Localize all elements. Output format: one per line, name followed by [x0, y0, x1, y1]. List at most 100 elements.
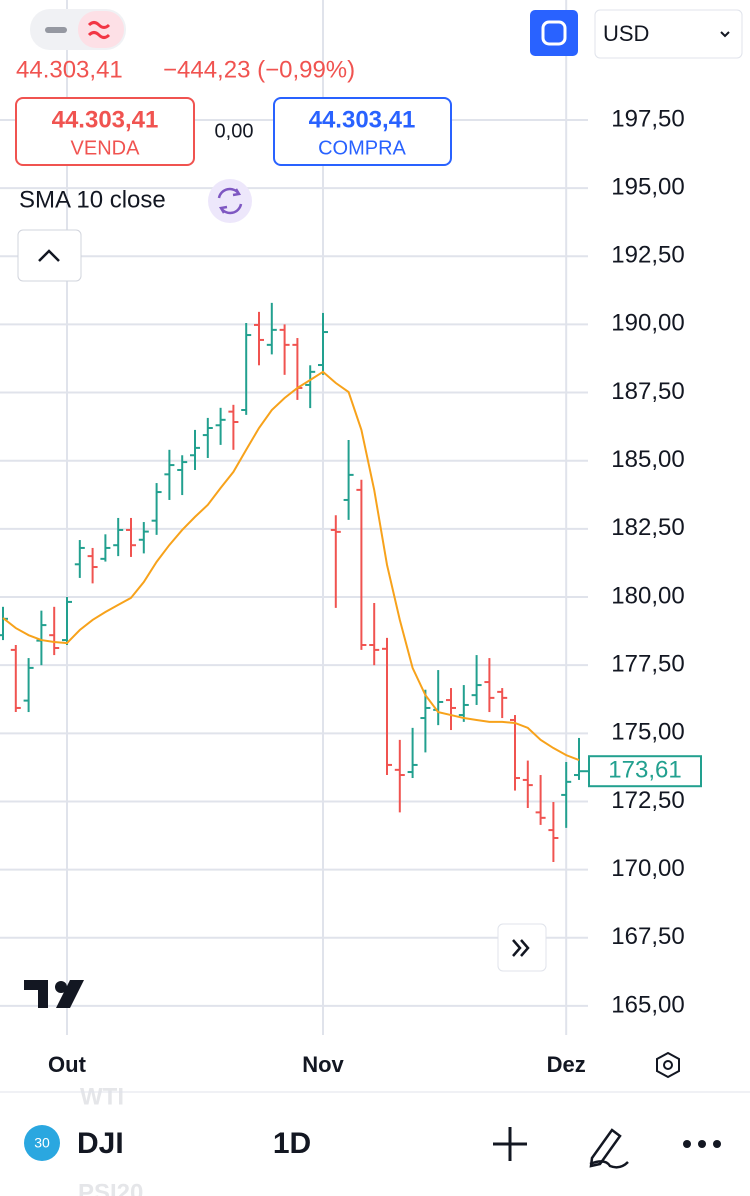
dot: [683, 1140, 691, 1148]
currency: USD: [603, 21, 649, 46]
logo-dot: [55, 981, 67, 993]
candle: [484, 658, 495, 713]
x-tick-label: Out: [48, 1052, 87, 1077]
candle: [510, 715, 520, 791]
candle: [305, 365, 316, 409]
candle: [126, 517, 136, 557]
y-tick-label: 185,00: [611, 446, 684, 473]
candle: [164, 449, 175, 500]
plot: [0, 302, 584, 862]
candle: [62, 597, 72, 645]
more-button[interactable]: [683, 1140, 721, 1148]
candle: [266, 302, 277, 355]
buy-label: COMPRA: [318, 137, 406, 159]
draw-button[interactable]: [589, 1128, 629, 1169]
add-button[interactable]: [493, 1127, 527, 1161]
minus-icon: [45, 27, 67, 33]
candle: [87, 547, 98, 584]
fullscreen-button[interactable]: [530, 10, 578, 56]
candle: [471, 655, 482, 705]
sell-price: 44.303,41: [52, 106, 159, 133]
candle: [177, 455, 188, 496]
candle: [318, 312, 328, 375]
collapse-button[interactable]: [17, 229, 82, 282]
candle: [446, 688, 456, 731]
last-price-label: 173,61: [608, 757, 681, 784]
x-tick-label: Dez: [547, 1052, 586, 1077]
y-tick-label: 175,00: [611, 719, 684, 746]
dot: [713, 1140, 721, 1148]
sell-label: VENDA: [71, 137, 141, 159]
candle: [330, 515, 341, 608]
wave-icon: [87, 21, 111, 39]
indicator-legend: SMA 10 close: [19, 186, 166, 213]
candle: [561, 761, 572, 828]
candle: [215, 407, 226, 445]
settings-icon-center: [663, 1060, 673, 1070]
candle: [10, 644, 21, 713]
price-axis: 165,00 167,50 170,00 172,50 175,00 177,50 180,…: [48, 105, 702, 1077]
candle: [254, 311, 264, 366]
sma-line: [2, 370, 580, 761]
logo: [24, 980, 84, 1008]
chevron-down: [720, 31, 730, 38]
candle: [369, 603, 380, 666]
interval[interactable]: 1D: [273, 1127, 311, 1160]
sell-button[interactable]: [15, 97, 195, 166]
badge-text: 30: [34, 1135, 50, 1151]
candle: [190, 429, 200, 470]
change: −444,23 (−0,99%): [163, 56, 355, 83]
candle: [138, 522, 149, 554]
watch-below: PSI20: [78, 1179, 143, 1196]
fullscreen-icon: [541, 20, 567, 46]
dot: [698, 1140, 706, 1148]
candle: [279, 324, 290, 375]
mode-toggle-active: [78, 11, 124, 48]
candle: [394, 739, 405, 813]
candle: [202, 417, 213, 458]
y-tick-label: 182,50: [611, 514, 684, 541]
candle: [433, 670, 444, 726]
buy-price: 44.303,41: [309, 106, 416, 133]
spread: 0,00: [215, 120, 254, 142]
y-tick-label: 197,50: [611, 105, 684, 132]
scroll-right-button[interactable]: [497, 923, 547, 972]
double-chevron: [512, 939, 530, 957]
y-tick-label: 180,00: [611, 582, 684, 609]
symbol-badge: [24, 1125, 60, 1161]
candle: [151, 483, 162, 535]
y-tick-label: 192,50: [611, 242, 684, 269]
candle: [74, 540, 85, 578]
candle: [228, 404, 239, 450]
symbol[interactable]: DJI: [77, 1127, 124, 1160]
buy-button[interactable]: [273, 97, 452, 166]
watch-above: WTI: [80, 1083, 124, 1110]
candle: [407, 727, 418, 779]
candle: [49, 606, 60, 656]
x-tick-label: Nov: [302, 1052, 344, 1077]
candle: [535, 775, 546, 825]
candle: [23, 658, 34, 713]
candle: [574, 737, 584, 780]
candle: [458, 685, 469, 722]
candle: [497, 688, 508, 719]
currency-select[interactable]: [594, 9, 743, 59]
candle: [522, 760, 533, 809]
candle: [420, 689, 431, 753]
y-tick-label: 177,50: [611, 651, 684, 678]
settings-icon[interactable]: [656, 1051, 680, 1079]
y-tick-label: 165,00: [611, 991, 684, 1018]
price: 44.303,41: [16, 56, 123, 83]
candle: [100, 534, 111, 562]
candle: [356, 479, 367, 650]
candle: [0, 606, 8, 641]
y-tick-label: 187,50: [611, 378, 684, 405]
refresh-icon: [217, 187, 243, 215]
candle: [241, 323, 252, 415]
y-tick-label: 167,50: [611, 923, 684, 950]
candle: [548, 802, 559, 862]
indicator-refresh[interactable]: [208, 179, 252, 223]
chevron-up: [38, 249, 60, 262]
